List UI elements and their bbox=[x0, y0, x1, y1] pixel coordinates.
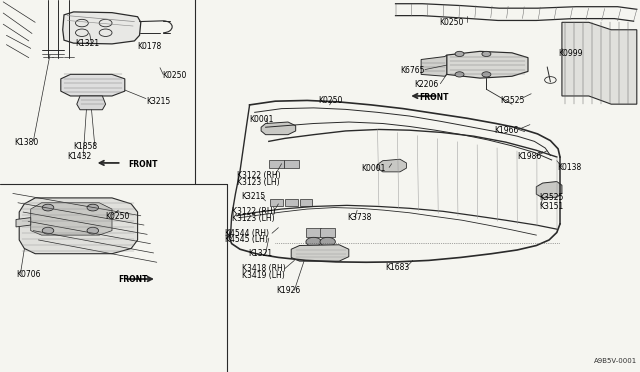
Polygon shape bbox=[562, 22, 637, 104]
Text: K1321: K1321 bbox=[76, 39, 100, 48]
Text: FRONT: FRONT bbox=[128, 160, 157, 169]
Polygon shape bbox=[300, 199, 312, 206]
Polygon shape bbox=[77, 96, 106, 110]
Circle shape bbox=[455, 72, 464, 77]
Text: K3215: K3215 bbox=[241, 192, 266, 201]
Text: FRONT: FRONT bbox=[118, 275, 148, 284]
Text: K2206: K2206 bbox=[414, 80, 438, 89]
Text: K3122 (RH): K3122 (RH) bbox=[232, 207, 275, 216]
Text: K3215: K3215 bbox=[146, 97, 170, 106]
Text: K0001: K0001 bbox=[250, 115, 274, 124]
Text: K0250: K0250 bbox=[319, 96, 343, 105]
Text: K3123 (LH): K3123 (LH) bbox=[232, 214, 275, 223]
Text: K1683: K1683 bbox=[385, 263, 410, 272]
Text: K1432: K1432 bbox=[67, 153, 92, 161]
Polygon shape bbox=[19, 198, 138, 254]
Circle shape bbox=[482, 72, 491, 77]
Polygon shape bbox=[378, 159, 406, 172]
Polygon shape bbox=[63, 12, 141, 44]
Text: K3122 (RH): K3122 (RH) bbox=[237, 171, 280, 180]
Polygon shape bbox=[261, 122, 296, 135]
Text: K0250: K0250 bbox=[162, 71, 186, 80]
Circle shape bbox=[87, 227, 99, 234]
Polygon shape bbox=[320, 228, 335, 237]
Circle shape bbox=[320, 237, 335, 246]
Polygon shape bbox=[270, 199, 283, 206]
Text: K3525: K3525 bbox=[540, 193, 564, 202]
Polygon shape bbox=[421, 55, 447, 76]
Text: K1966: K1966 bbox=[495, 126, 519, 135]
Polygon shape bbox=[285, 199, 298, 206]
Circle shape bbox=[87, 204, 99, 211]
Polygon shape bbox=[31, 203, 112, 235]
Text: K0706: K0706 bbox=[16, 270, 40, 279]
Text: K0001: K0001 bbox=[362, 164, 386, 173]
Text: K0250: K0250 bbox=[439, 18, 463, 27]
Text: K1380: K1380 bbox=[14, 138, 38, 147]
Text: K6765: K6765 bbox=[401, 66, 425, 75]
Circle shape bbox=[482, 51, 491, 57]
Polygon shape bbox=[61, 74, 125, 96]
Text: K3418 (RH): K3418 (RH) bbox=[242, 264, 285, 273]
Circle shape bbox=[42, 204, 54, 211]
Text: K1926: K1926 bbox=[276, 286, 301, 295]
Text: K3123 (LH): K3123 (LH) bbox=[237, 178, 280, 187]
Text: K3419 (LH): K3419 (LH) bbox=[242, 271, 285, 280]
Text: A9B5V-0001: A9B5V-0001 bbox=[593, 358, 637, 364]
Text: K4545 (LH): K4545 (LH) bbox=[225, 235, 268, 244]
Text: K0250: K0250 bbox=[106, 212, 130, 221]
Text: K1858: K1858 bbox=[74, 142, 98, 151]
Polygon shape bbox=[306, 228, 321, 237]
Circle shape bbox=[306, 237, 321, 246]
Polygon shape bbox=[269, 160, 284, 168]
Text: K1321: K1321 bbox=[248, 249, 273, 258]
Text: K3151: K3151 bbox=[540, 202, 564, 211]
Polygon shape bbox=[284, 160, 299, 168]
Circle shape bbox=[455, 51, 464, 57]
Text: K0138: K0138 bbox=[557, 163, 581, 172]
Text: K0178: K0178 bbox=[138, 42, 162, 51]
Polygon shape bbox=[16, 218, 31, 227]
Text: FRONT: FRONT bbox=[419, 93, 449, 102]
Text: K1986: K1986 bbox=[517, 152, 541, 161]
Polygon shape bbox=[291, 245, 349, 261]
Polygon shape bbox=[447, 51, 528, 78]
Circle shape bbox=[42, 227, 54, 234]
Text: K0999: K0999 bbox=[559, 49, 583, 58]
Text: K4544 (RH): K4544 (RH) bbox=[225, 229, 269, 238]
Text: K3525: K3525 bbox=[500, 96, 525, 105]
Text: K3738: K3738 bbox=[348, 213, 372, 222]
Polygon shape bbox=[536, 182, 562, 198]
